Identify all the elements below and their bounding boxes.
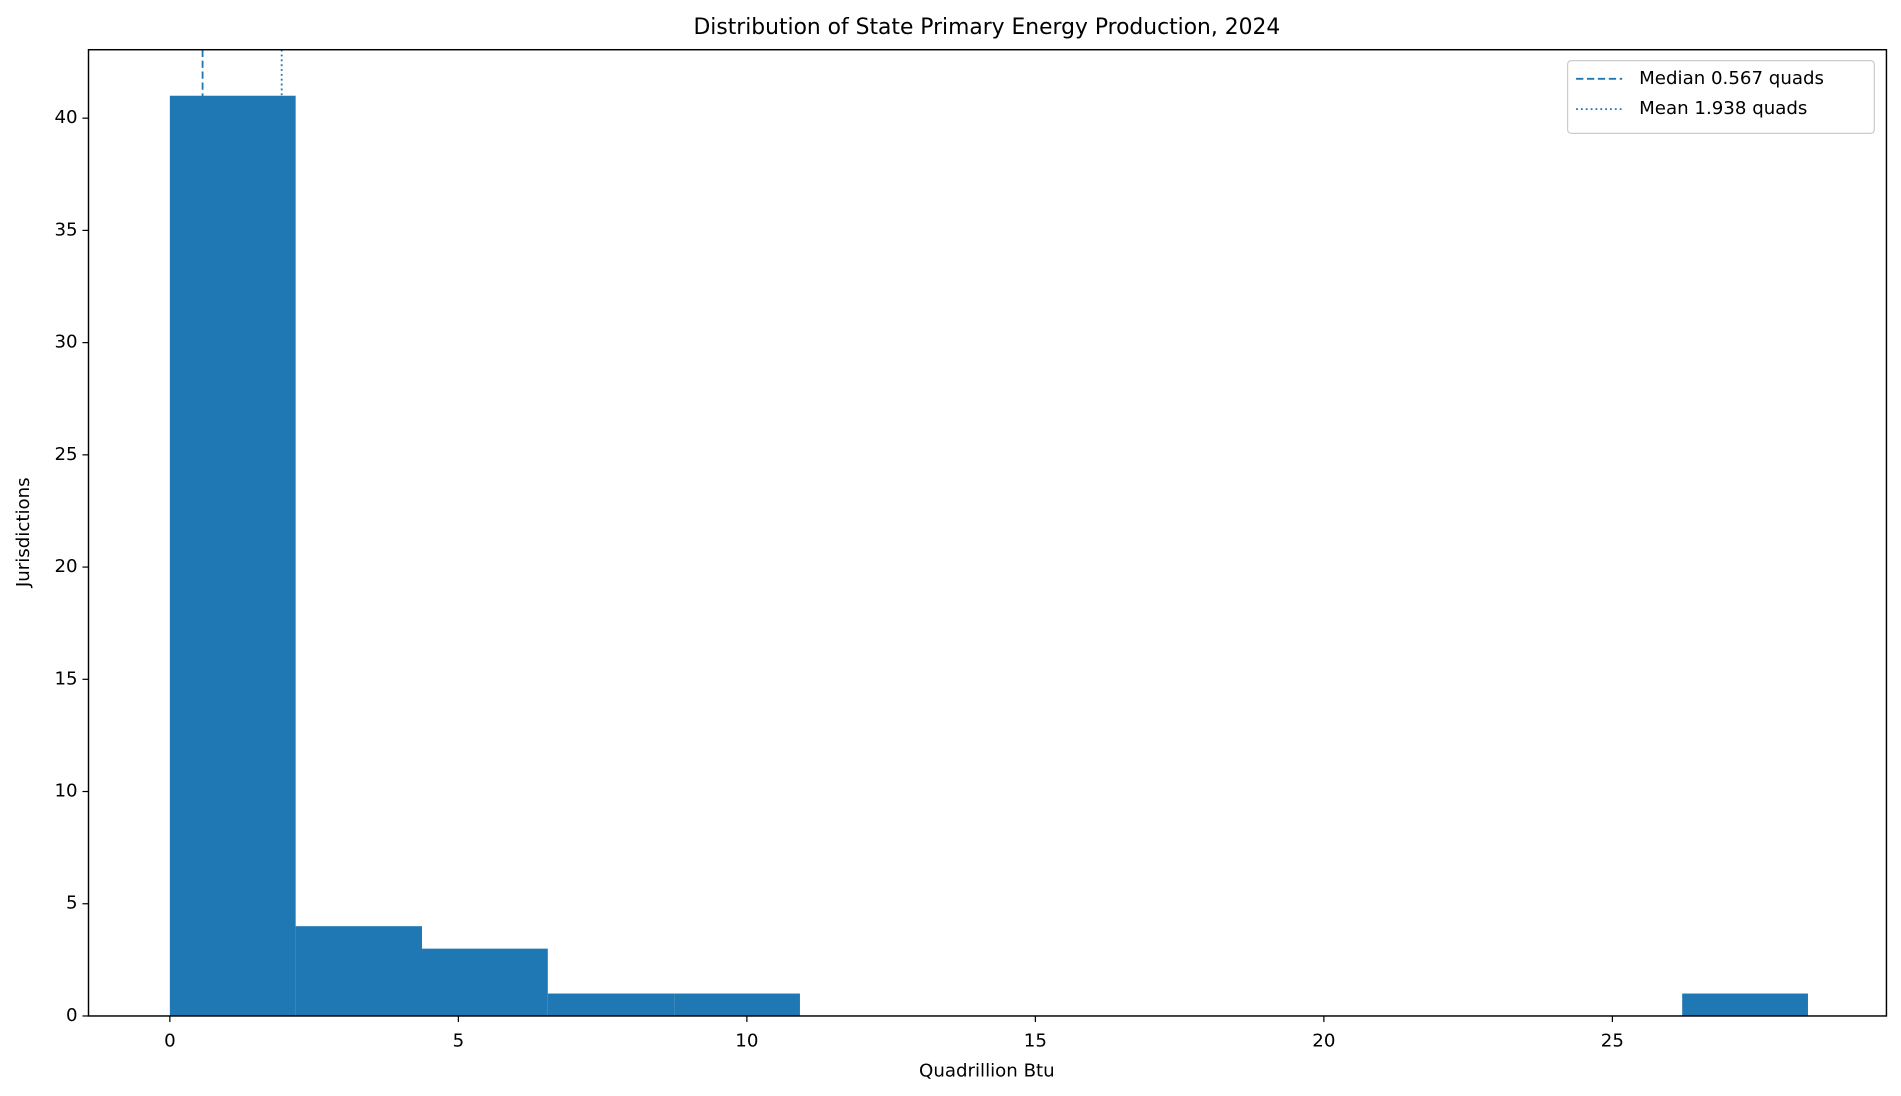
x-tick-label: 0	[164, 1030, 176, 1051]
chart-title: Distribution of State Primary Energy Pro…	[693, 15, 1280, 40]
bar	[1682, 993, 1808, 1016]
x-tick-label: 10	[735, 1030, 758, 1051]
legend-label: Median 0.567 quads	[1639, 68, 1824, 89]
legend-label: Mean 1.938 quads	[1639, 98, 1807, 119]
y-tick-label: 40	[54, 107, 77, 128]
x-axis-label: Quadrillion Btu	[919, 1061, 1055, 1082]
legend-box	[1566, 60, 1875, 134]
x-tick-label: 15	[1024, 1030, 1047, 1051]
y-tick-label: 5	[66, 893, 78, 914]
y-tick-label: 30	[54, 332, 77, 353]
bar	[547, 993, 675, 1016]
x-tick-label: 25	[1601, 1030, 1624, 1051]
x-tick-label: 20	[1312, 1030, 1335, 1051]
y-tick-label: 35	[54, 219, 77, 240]
bar	[295, 926, 423, 1016]
x-tick-label: 5	[453, 1030, 465, 1051]
y-tick-label: 10	[54, 781, 77, 802]
plot-frame	[87, 48, 1888, 1017]
bar	[422, 948, 548, 1016]
y-tick-label: 25	[54, 444, 77, 465]
y-tick-label: 15	[54, 668, 77, 689]
y-tick-label: 20	[54, 556, 77, 577]
bar	[169, 95, 296, 1016]
y-tick-label: 0	[66, 1005, 78, 1026]
bar	[674, 993, 800, 1016]
y-axis-label: Jurisdictions	[13, 477, 34, 588]
